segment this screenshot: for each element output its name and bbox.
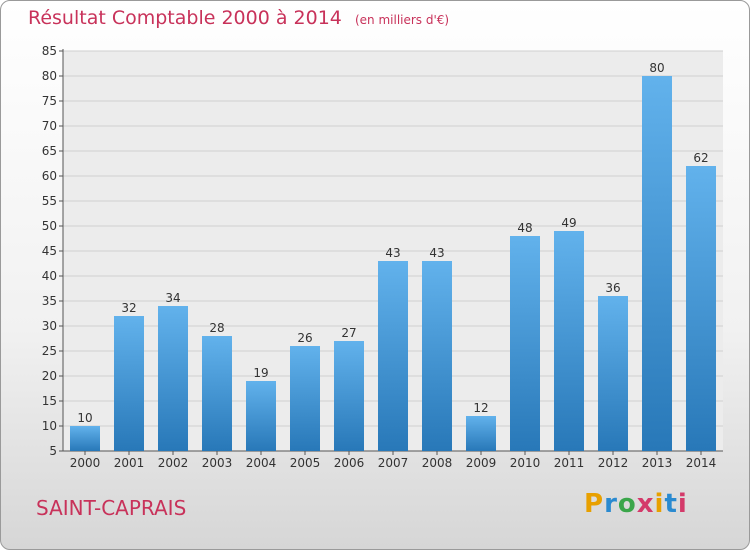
bar [70,426,100,451]
logo-letter: x [636,489,655,519]
logo-letter: t [664,489,678,519]
bar [114,316,144,451]
bar-value-label: 12 [473,401,488,415]
bar [510,236,540,451]
bar [598,296,628,451]
bar [466,416,496,451]
y-tick-label: 25 [42,344,57,358]
bar [422,261,452,451]
bar [554,231,584,451]
logo-letter: i [654,489,665,519]
chart-header: Résultat Comptable 2000 à 2014 (en milli… [28,7,449,29]
x-tick-label: 2014 [686,456,717,470]
x-tick-label: 2010 [510,456,541,470]
bar-value-label: 43 [385,246,400,260]
proxiti-logo: Proxiti [584,489,688,519]
bar-value-label: 19 [253,366,268,380]
x-tick-label: 2004 [246,456,277,470]
bar-value-label: 28 [209,321,224,335]
y-tick-label: 65 [42,144,57,158]
y-tick-label: 40 [42,269,57,283]
y-tick-label: 60 [42,169,57,183]
bar-value-label: 43 [429,246,444,260]
bar-value-label: 10 [77,411,92,425]
bar-value-label: 36 [605,281,620,295]
bar [686,166,716,451]
y-tick-label: 35 [42,294,57,308]
y-tick-label: 75 [42,94,57,108]
x-tick-label: 2008 [422,456,453,470]
chart-title: Résultat Comptable 2000 à 2014 [28,7,342,29]
y-tick-label: 45 [42,244,57,258]
x-tick-label: 2003 [202,456,233,470]
y-tick-label: 80 [42,69,57,83]
logo-letter: i [677,489,688,519]
y-tick-label: 10 [42,419,57,433]
bar [334,341,364,451]
x-tick-label: 2005 [290,456,321,470]
logo-letter: o [617,489,637,519]
y-tick-label: 5 [49,444,57,458]
bar-value-label: 34 [165,291,180,305]
bar [202,336,232,451]
x-tick-label: 2006 [334,456,365,470]
bar-value-label: 27 [341,326,356,340]
y-tick-label: 50 [42,219,57,233]
x-tick-label: 2011 [554,456,585,470]
y-tick-label: 70 [42,119,57,133]
bar [290,346,320,451]
bar [158,306,188,451]
bar-value-label: 49 [561,216,576,230]
logo-letter: P [584,489,605,519]
x-tick-label: 2000 [70,456,101,470]
x-tick-label: 2009 [466,456,497,470]
x-tick-label: 2007 [378,456,409,470]
logo-letter: r [604,489,618,519]
bar-value-label: 62 [693,151,708,165]
y-tick-label: 20 [42,369,57,383]
y-tick-label: 85 [42,44,57,58]
y-tick-label: 55 [42,194,57,208]
bar [246,381,276,451]
x-tick-label: 2001 [114,456,145,470]
bar-value-label: 32 [121,301,136,315]
bar [642,76,672,451]
y-tick-label: 30 [42,319,57,333]
x-tick-label: 2012 [598,456,629,470]
chart-subtitle: (en milliers d'€) [354,13,450,27]
city-name: SAINT-CAPRAIS [36,496,187,520]
bar [378,261,408,451]
y-tick-label: 15 [42,394,57,408]
bar-value-label: 80 [649,61,664,75]
bar-value-label: 26 [297,331,312,345]
bar-value-label: 48 [517,221,532,235]
x-tick-label: 2013 [642,456,673,470]
x-tick-label: 2002 [158,456,189,470]
